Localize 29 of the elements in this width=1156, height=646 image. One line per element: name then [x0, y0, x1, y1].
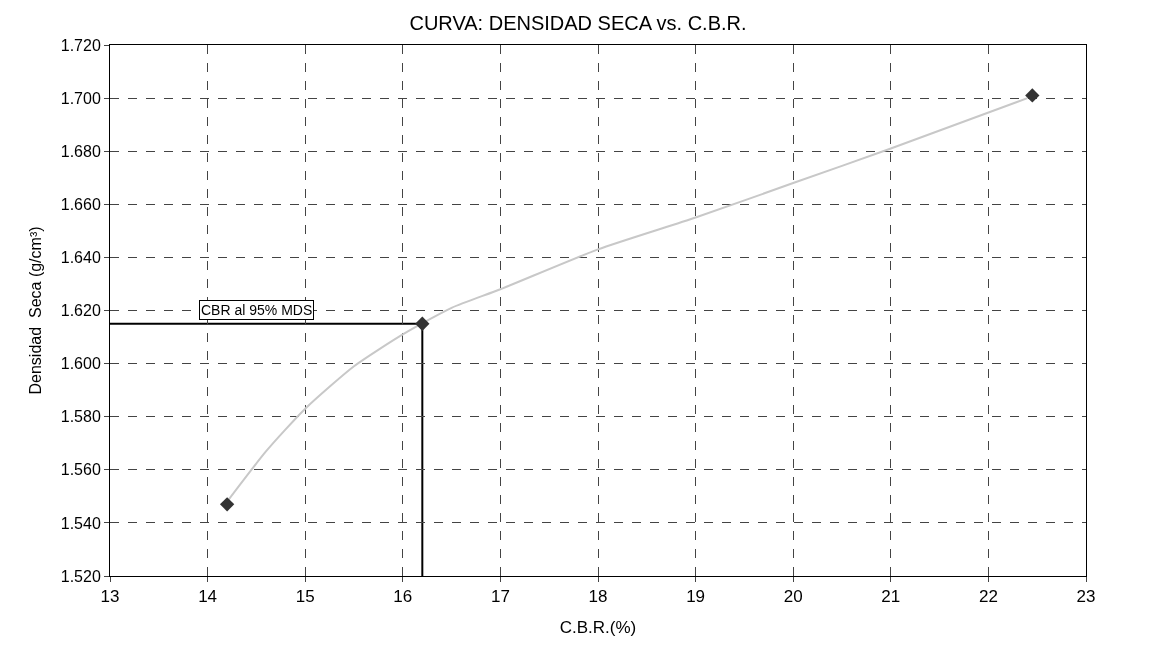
- ref-line-label: CBR al 95% MDS: [201, 302, 313, 318]
- x-tick-label: 23: [1076, 587, 1096, 607]
- x-tick-label: 16: [393, 587, 413, 607]
- y-tick-label: 1.600: [60, 355, 101, 373]
- y-tick-label: 1.560: [60, 461, 101, 479]
- y-axis-title: Densidad Seca (g/cm³): [26, 226, 44, 395]
- y-tick-label: 1.700: [60, 89, 101, 107]
- x-tick-label: 14: [198, 587, 218, 607]
- point: [1025, 88, 1040, 103]
- x-tick-label: 20: [783, 587, 803, 607]
- y-tick-label: 1.620: [60, 302, 101, 320]
- y-tick-label: 1.680: [60, 142, 101, 160]
- y-tick-label: 1.640: [60, 249, 101, 266]
- x-tick-label: 17: [490, 587, 510, 607]
- x-tick-label: 15: [295, 587, 315, 607]
- x-tick-label: 18: [588, 587, 608, 607]
- y-tick-label: 1.540: [60, 514, 101, 532]
- x-tick-label: 21: [881, 587, 901, 607]
- y-tick-label: 1.660: [60, 195, 101, 213]
- point: [219, 497, 235, 512]
- point: [415, 316, 430, 331]
- x-tick-label: 19: [686, 587, 706, 607]
- chart-title: CURVA: DENSIDAD SECA vs. C.B.R.: [409, 12, 747, 35]
- x-tick-label: 22: [978, 587, 998, 607]
- y-tick-label: 1.580: [60, 408, 101, 426]
- y-tick-label: 1.720: [60, 36, 101, 54]
- x-axis-title: C.B.R.(%): [559, 617, 637, 637]
- y-tick-label: 1.520: [60, 567, 101, 585]
- x-tick-label: 13: [100, 587, 120, 607]
